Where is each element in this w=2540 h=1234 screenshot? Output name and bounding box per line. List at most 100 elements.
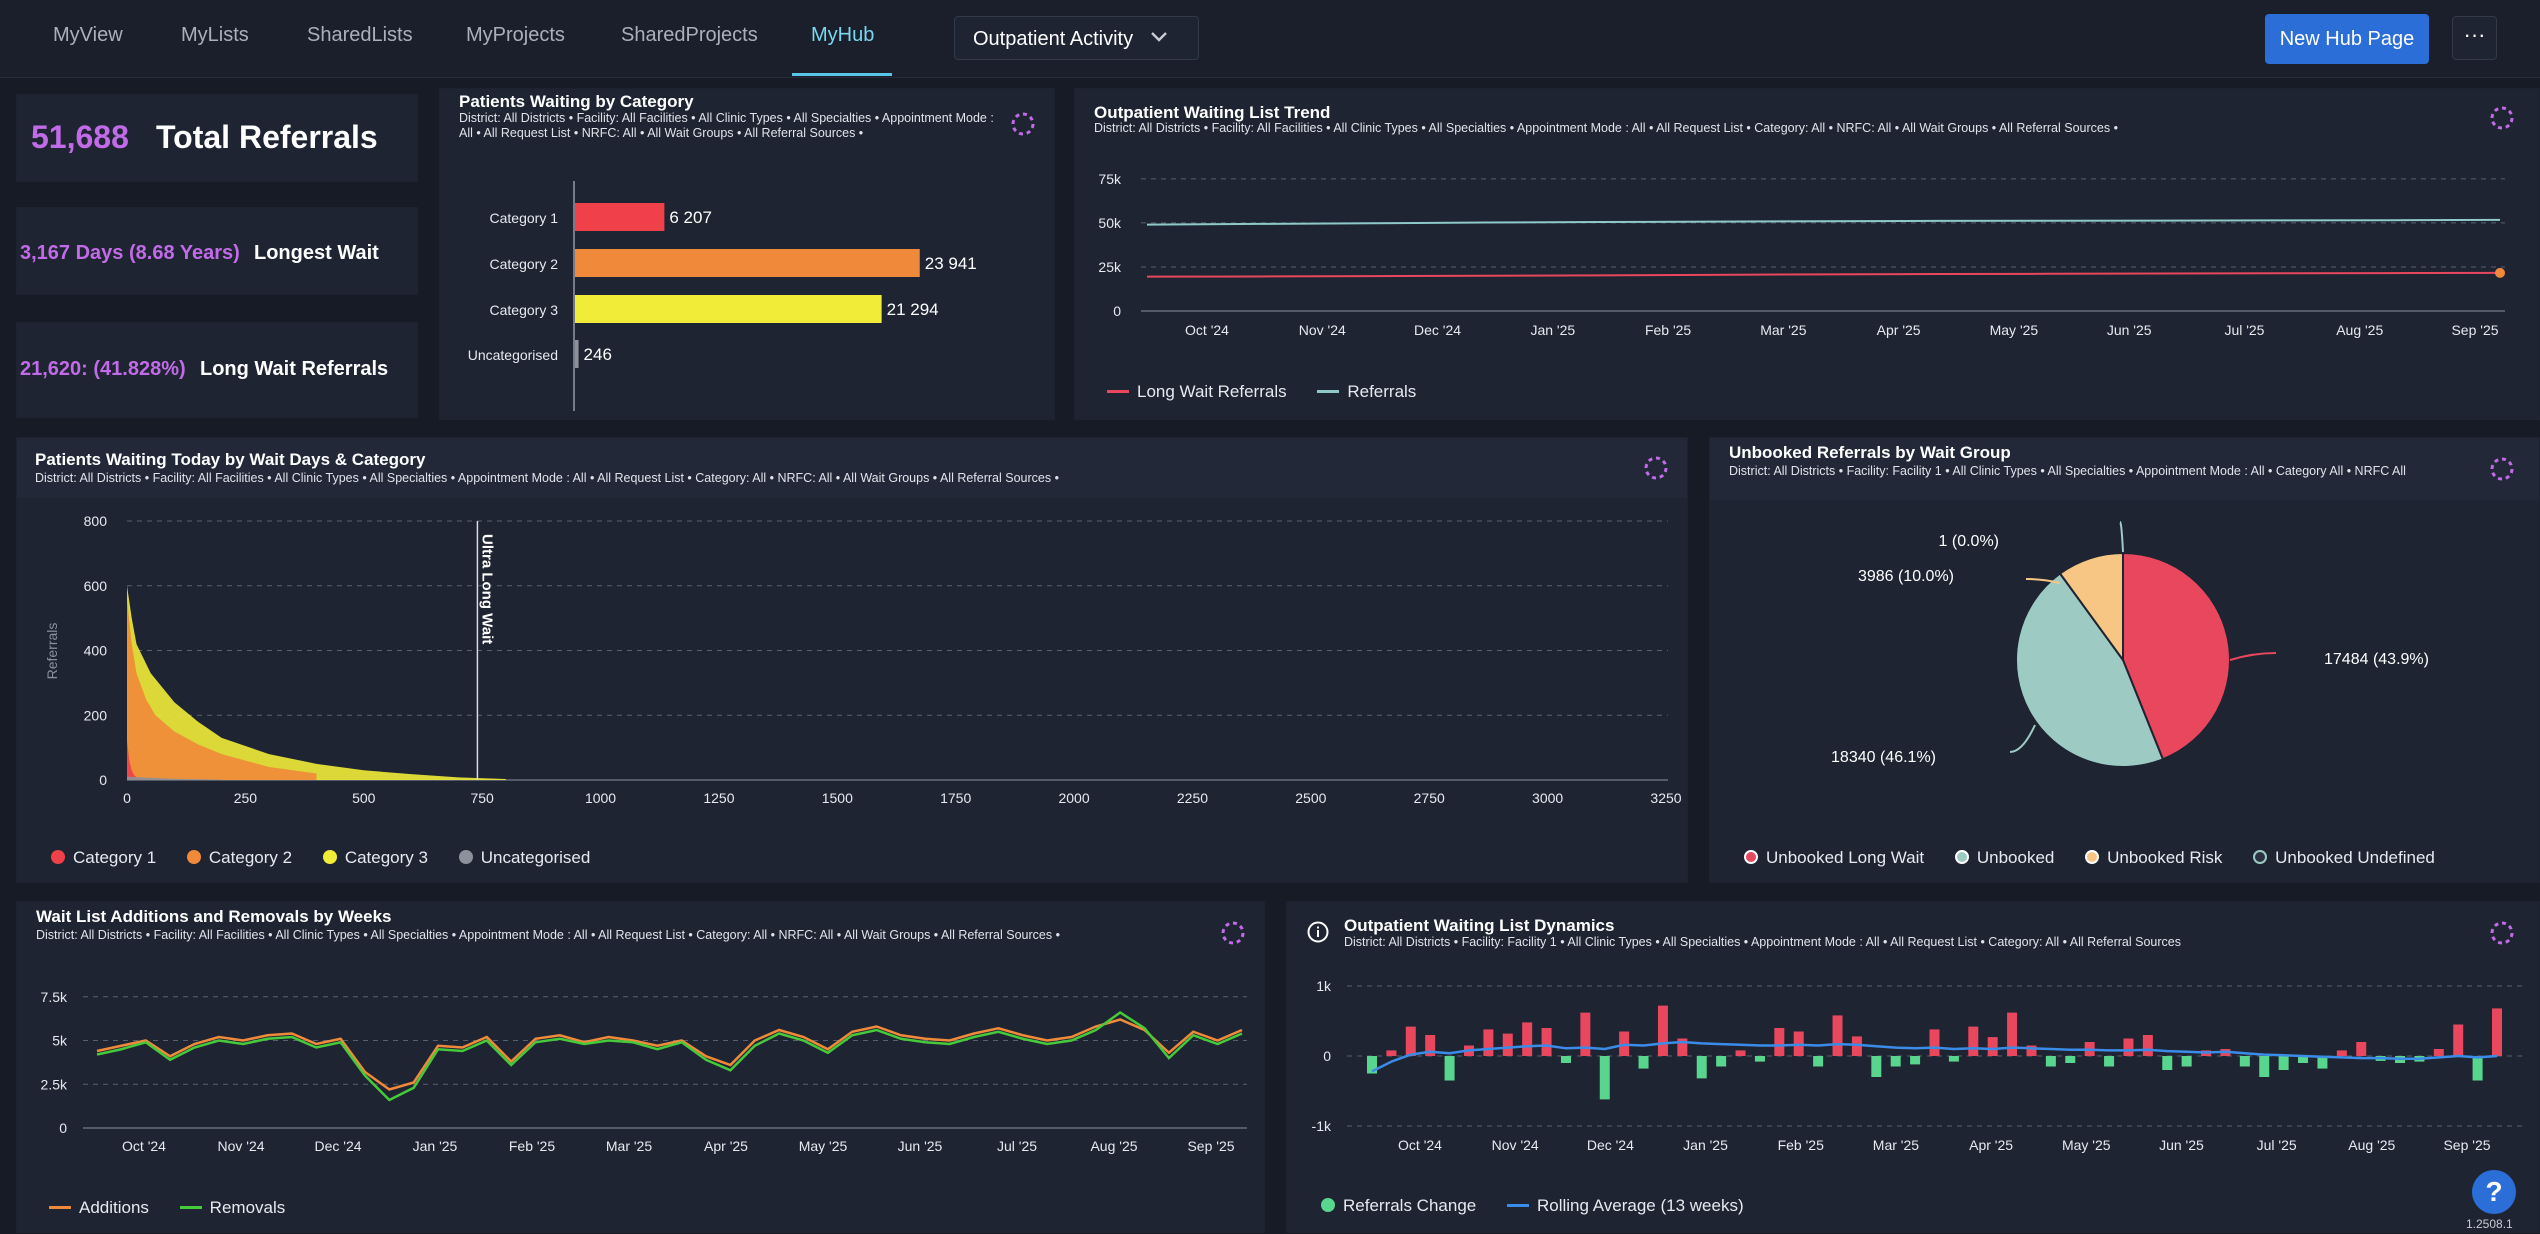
referrals-change-bar <box>1599 1056 1610 1100</box>
legend-category-1[interactable]: Category 1 <box>51 848 156 868</box>
trend-x-tick: Jan '25 <box>1530 322 1575 338</box>
addrem-x-tick: Nov '24 <box>217 1138 264 1154</box>
top-nav-bar: MyView MyLists SharedLists MyProjects Sh… <box>0 0 2540 78</box>
referrals-change-bar <box>1657 1005 1668 1056</box>
panel-trend: Outpatient Waiting List Trend District: … <box>1074 88 2540 420</box>
legend-additions[interactable]: Additions <box>49 1198 149 1218</box>
rolling-average-line <box>1371 1040 2498 1073</box>
legend-referrals[interactable]: Referrals <box>1317 382 1416 402</box>
legend-unbooked[interactable]: Unbooked <box>1954 848 2054 868</box>
waitdays-y-tick: 200 <box>84 707 108 723</box>
referrals-change-bar <box>2162 1056 2173 1070</box>
legend-category-2[interactable]: Category 2 <box>186 848 292 868</box>
panel-addrem: Wait List Additions and Removals by Week… <box>16 901 1265 1233</box>
category-bar-chart: Category 1 6 207 Category 2 23 941 Category … <box>468 181 977 411</box>
trend-x-tick: Nov '24 <box>1299 322 1346 338</box>
addrem-x-tick: Jun '25 <box>898 1138 943 1154</box>
trend-x-tick: Mar '25 <box>1760 322 1806 338</box>
referrals-change-bar <box>2026 1045 2037 1056</box>
referrals-change-bar <box>2336 1050 2347 1056</box>
addrem-x-tick: Jul '25 <box>997 1138 1037 1154</box>
referrals-change-bar <box>1638 1056 1649 1069</box>
referrals-change-bar <box>2356 1042 2367 1056</box>
pie-value-label: 3986 (10.0%) <box>1858 568 1954 585</box>
dynamics-x-tick: Jul '25 <box>2257 1137 2297 1153</box>
pie-value-label: 18340 (46.1%) <box>1831 749 1936 766</box>
referrals-change-bar <box>1774 1028 1785 1056</box>
tab-mylists[interactable]: MyLists <box>181 24 249 46</box>
addrem-x-tick: May '25 <box>799 1138 848 1154</box>
chevron-down-icon <box>1151 32 1167 42</box>
trend-legend: Long Wait Referrals Referrals <box>1107 382 1442 402</box>
waitdays-x-tick: 1750 <box>940 790 971 806</box>
waitdays-y-tick: 800 <box>84 513 108 529</box>
more-icon: ··· <box>2463 22 2486 47</box>
refresh-spinner-icon[interactable] <box>2489 105 2515 131</box>
pie-slice <box>2058 551 2125 664</box>
legend-unbooked-long-wait[interactable]: Unbooked Long Wait <box>1744 848 1924 868</box>
trend-x-tick: Jun '25 <box>2107 322 2152 338</box>
addrem-x-tick: Feb '25 <box>509 1138 555 1154</box>
category-tick-label: Category 1 <box>490 210 559 226</box>
waitdays-y-tick: 600 <box>84 578 108 594</box>
referrals-change-bar <box>1405 1026 1416 1056</box>
addrem-legend: Additions Removals <box>49 1198 311 1218</box>
more-options-button[interactable]: ··· <box>2452 16 2497 60</box>
addrem-line-chart: 0 2.5k 5k 7.5k Oct '24 Nov '24 Dec '24 Jan '25 F… <box>41 989 1247 1154</box>
referrals-change-bar <box>2181 1056 2192 1067</box>
hub-page-dropdown[interactable]: Outpatient Activity <box>954 16 1199 60</box>
legend-removals[interactable]: Removals <box>179 1198 285 1218</box>
waitdays-x-tick: 500 <box>352 790 376 806</box>
trend-x-tick: Aug '25 <box>2336 322 2383 338</box>
legend-unbooked-risk[interactable]: Unbooked Risk <box>2085 848 2222 868</box>
legend-unbooked-undefined[interactable]: Unbooked Undefined <box>2253 848 2435 868</box>
legend-rolling-average[interactable]: Rolling Average (13 weeks) <box>1506 1196 1744 1216</box>
referrals-change-bar <box>2278 1056 2289 1070</box>
referrals-line <box>1146 218 2501 226</box>
referrals-change-bar <box>1968 1026 1979 1056</box>
total-referrals-label: Total Referrals <box>156 119 378 155</box>
tab-myprojects[interactable]: MyProjects <box>466 24 565 46</box>
dynamics-y-tick: -1k <box>1312 1118 1332 1134</box>
legend-category-3[interactable]: Category 3 <box>322 848 428 868</box>
waitdays-y-tick: 0 <box>99 772 107 788</box>
new-hub-page-button[interactable]: New Hub Page <box>2265 14 2429 64</box>
tab-myview[interactable]: MyView <box>53 24 123 46</box>
refresh-spinner-icon[interactable] <box>2489 456 2515 482</box>
legend-uncategorised[interactable]: Uncategorised <box>458 848 590 868</box>
ultra-long-wait-label: Ultra Long Wait <box>478 534 495 644</box>
waitdays-area-chart: 0 200 400 600 800 0 250 500 750 1000 1250 1500 1750 2… <box>44 513 1682 806</box>
trend-y-tick: 50k <box>1098 215 1122 231</box>
category-tick-label: Category 3 <box>490 302 559 318</box>
info-icon[interactable] <box>1307 921 1329 943</box>
refresh-spinner-icon[interactable] <box>1220 920 1246 946</box>
referrals-change-bar <box>1677 1038 1688 1056</box>
referrals-change-bar <box>1580 1012 1591 1056</box>
legend-referrals-change[interactable]: Referrals Change <box>1321 1196 1476 1216</box>
dynamics-x-tick: Feb '25 <box>1778 1137 1824 1153</box>
referrals-change-bar <box>1754 1056 1765 1062</box>
refresh-spinner-icon[interactable] <box>1643 455 1669 481</box>
referrals-change-bar <box>1367 1056 1377 1074</box>
trend-y-tick: 25k <box>1098 259 1122 275</box>
panel-dynamics: Outpatient Waiting List Dynamics Distric… <box>1286 901 2540 1233</box>
tab-myhub[interactable]: MyHub <box>811 24 875 46</box>
pie-value-label: 17484 (43.9%) <box>2324 651 2429 668</box>
dynamics-x-tick: Mar '25 <box>1873 1137 1919 1153</box>
legend-long-wait-referrals[interactable]: Long Wait Referrals <box>1107 382 1287 402</box>
waitdays-x-tick: 2500 <box>1295 790 1326 806</box>
refresh-spinner-icon[interactable] <box>1010 111 1036 137</box>
pie-label-connector <box>2009 724 2036 753</box>
tab-sharedprojects[interactable]: SharedProjects <box>621 24 758 46</box>
trend-y-tick: 0 <box>1113 303 1121 319</box>
help-button[interactable]: ? <box>2472 1170 2516 1214</box>
tab-sharedlists[interactable]: SharedLists <box>307 24 413 46</box>
trend-x-tick: Sep '25 <box>2451 322 2498 338</box>
trend-y-tick: 75k <box>1098 171 1122 187</box>
addrem-x-tick: Aug '25 <box>1090 1138 1137 1154</box>
referrals-change-bar <box>2492 1008 2502 1056</box>
dynamics-x-tick: Jun '25 <box>2159 1137 2204 1153</box>
pie-slice <box>2122 551 2231 761</box>
category-bar <box>575 249 920 277</box>
refresh-spinner-icon[interactable] <box>2489 920 2515 946</box>
